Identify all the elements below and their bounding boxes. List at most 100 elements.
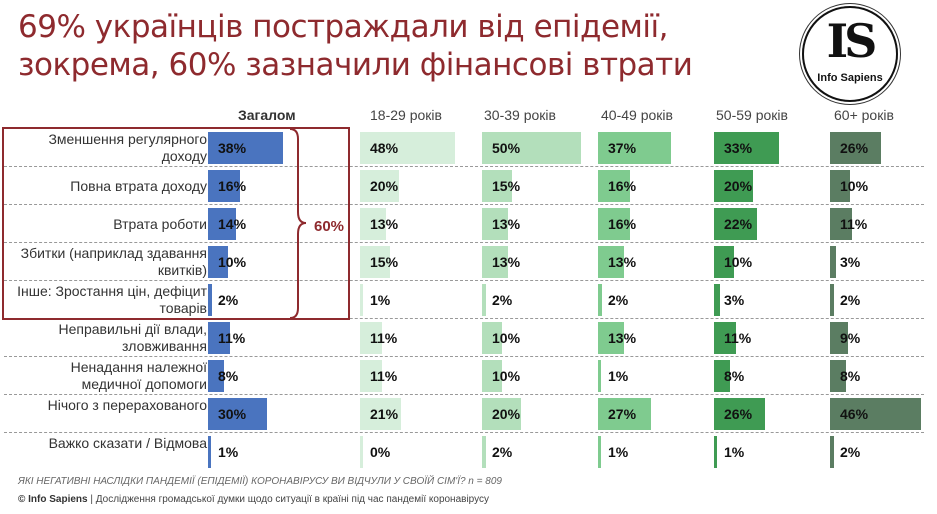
bar — [598, 132, 671, 164]
data-label: 37% — [608, 140, 637, 156]
row-label: Неправильні дії влади, зловживання — [58, 321, 207, 354]
data-label: 33% — [724, 140, 753, 156]
row-separator — [4, 204, 924, 205]
row-label: Збитки (наприклад здавання квитків) — [20, 245, 207, 278]
bar — [830, 132, 882, 164]
bar — [714, 246, 734, 278]
survey-question: ЯКІ НЕГАТИВНІ НАСЛІДКИ ПАНДЕМІЇ (ЕПІДЕМІ… — [18, 476, 502, 487]
bracket-total-label: 60% — [314, 218, 345, 235]
data-label: 1% — [218, 444, 239, 460]
bar — [482, 208, 508, 240]
data-label: 14% — [218, 216, 247, 232]
bar — [714, 436, 717, 468]
row-separator — [4, 318, 924, 319]
row-label: Інше: Зростання цін, дефіцит товарів — [17, 283, 207, 316]
bar — [830, 360, 846, 392]
column-header: 30-39 років — [484, 107, 556, 123]
bar — [360, 170, 400, 202]
bar — [208, 284, 212, 316]
data-label: 2% — [840, 444, 861, 460]
data-label: 2% — [492, 444, 513, 460]
data-label: 27% — [608, 406, 637, 422]
bar — [482, 398, 522, 430]
bar — [598, 436, 601, 468]
data-label: 20% — [492, 406, 521, 422]
data-label: 3% — [724, 292, 745, 308]
row-label: Зменшення регулярного доходу — [48, 131, 207, 164]
data-label: 2% — [492, 292, 513, 308]
data-label: 13% — [608, 254, 637, 270]
bar — [482, 132, 581, 164]
data-label: 3% — [840, 254, 861, 270]
column-header: 50-59 років — [716, 107, 788, 123]
data-label: 16% — [608, 216, 637, 232]
bar — [482, 284, 486, 316]
data-label: 21% — [370, 406, 399, 422]
data-label: 8% — [840, 368, 861, 384]
bar — [482, 246, 508, 278]
bar — [482, 170, 512, 202]
bar — [714, 284, 720, 316]
row-separator — [4, 280, 924, 281]
row-separator — [4, 242, 924, 243]
data-label: 13% — [608, 330, 637, 346]
data-label: 38% — [218, 140, 247, 156]
bar — [714, 208, 758, 240]
data-label: 2% — [608, 292, 629, 308]
bar — [360, 246, 390, 278]
data-label: 1% — [608, 368, 629, 384]
bar — [598, 208, 630, 240]
row-separator — [4, 394, 924, 395]
data-label: 10% — [724, 254, 753, 270]
data-label: 11% — [370, 368, 398, 384]
data-label: 13% — [492, 216, 521, 232]
bar — [208, 132, 283, 164]
data-label: 1% — [370, 292, 391, 308]
data-label: 8% — [724, 368, 745, 384]
bar — [714, 322, 736, 354]
bar — [830, 436, 834, 468]
bar — [482, 360, 502, 392]
bar — [714, 170, 754, 202]
data-label: 26% — [840, 140, 869, 156]
bar — [598, 322, 624, 354]
data-label: 22% — [724, 216, 753, 232]
data-label: 0% — [370, 444, 391, 460]
data-label: 13% — [370, 216, 399, 232]
bar — [714, 398, 766, 430]
page-title: 69% українців постраждали від епідемії, … — [18, 8, 693, 84]
data-label: 10% — [840, 178, 869, 194]
source-brand: © Info Sapiens — [18, 494, 88, 505]
column-header: 40-49 років — [601, 107, 673, 123]
data-label: 2% — [840, 292, 861, 308]
bar — [598, 398, 652, 430]
logo-letters: IS — [826, 14, 878, 68]
bar — [360, 436, 363, 468]
title-line-2: зокрема, 60% зазначили фінансові втрати — [18, 47, 693, 83]
bar — [208, 246, 228, 278]
bar — [714, 132, 779, 164]
bar — [830, 208, 852, 240]
data-label: 16% — [218, 178, 247, 194]
row-label: Повна втрата доходу — [70, 178, 207, 194]
logo-name: Info Sapiens — [817, 72, 883, 84]
data-label: 15% — [492, 178, 521, 194]
data-label: 1% — [608, 444, 629, 460]
data-label: 2% — [218, 292, 239, 308]
bar — [208, 398, 268, 430]
info-sapiens-logo: IS Info Sapiens — [802, 6, 898, 102]
bar — [830, 246, 836, 278]
data-label: 15% — [370, 254, 399, 270]
bar — [830, 284, 834, 316]
bar — [830, 398, 921, 430]
column-header: 18-29 років — [370, 107, 442, 123]
data-label: 20% — [370, 178, 399, 194]
data-label: 10% — [218, 254, 247, 270]
row-label: Втрата роботи — [113, 216, 207, 232]
bar — [360, 322, 382, 354]
data-label: 11% — [724, 330, 752, 346]
data-label: 11% — [218, 330, 246, 346]
bar — [208, 208, 236, 240]
bar — [360, 398, 402, 430]
bar — [830, 170, 850, 202]
